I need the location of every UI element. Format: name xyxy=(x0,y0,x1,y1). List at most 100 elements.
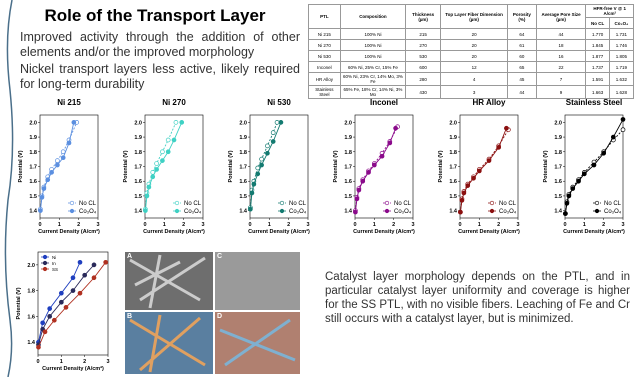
legend-label: No CL xyxy=(604,201,622,207)
y-tick-label: 1.8 xyxy=(134,150,142,156)
data-point xyxy=(55,159,59,163)
legend-label: In xyxy=(52,261,56,266)
legend-label: Co₃O₄ xyxy=(604,209,622,215)
table-header: HFR-free V @ 1 A/cm² xyxy=(586,5,634,18)
data-point xyxy=(41,321,45,325)
table-cell: 60% Ni, 23% Cr, 14% Mo, 3% Fe xyxy=(340,73,406,86)
data-point xyxy=(394,126,398,130)
legend-marker xyxy=(43,261,47,265)
x-axis-label: Current Density (A/cm²) xyxy=(353,228,415,235)
y-tick-label: 1.8 xyxy=(449,150,457,156)
x-tick-label: 2 xyxy=(287,222,290,228)
x-axis-label: Current Density (A/cm²) xyxy=(143,228,205,235)
y-tick-label: 2.0 xyxy=(344,120,352,126)
data-point xyxy=(472,176,476,180)
data-point xyxy=(466,184,470,188)
x-tick-label: 1 xyxy=(268,222,271,228)
micrographs xyxy=(125,252,300,374)
data-point xyxy=(611,135,615,139)
legend-marker xyxy=(70,201,74,205)
y-axis-label: Potential (V) xyxy=(228,150,234,182)
title: Role of the Transport Layer xyxy=(20,6,290,26)
y-tick-label: 2.0 xyxy=(239,120,247,126)
y-axis-label: Potential (V) xyxy=(123,150,129,182)
y-tick-label: 1.9 xyxy=(449,135,457,141)
bullet: Improved activity through the addition o… xyxy=(20,30,300,60)
x-tick-label: 2 xyxy=(83,359,86,365)
bullet: Nickel transport layers less active, lik… xyxy=(20,62,300,92)
table-cell: 1.719 xyxy=(609,62,633,73)
data-point xyxy=(487,159,491,163)
data-point xyxy=(571,187,575,191)
x-tick-label: 1 xyxy=(478,222,481,228)
image-label: B xyxy=(127,313,132,320)
y-axis-label: Potential (V) xyxy=(543,150,549,182)
legend-marker xyxy=(595,209,599,213)
data-point xyxy=(353,210,357,214)
data-point xyxy=(565,201,569,205)
chart: HR Alloy1.41.51.61.71.81.92.00123Current… xyxy=(438,98,520,235)
x-axis-label: Current Density (A/cm²) xyxy=(248,228,310,235)
chart: Ni 5301.41.51.61.71.81.92.00123Current D… xyxy=(228,98,310,235)
y-tick-label: 2.0 xyxy=(554,120,562,126)
data-point xyxy=(71,276,75,280)
data-point xyxy=(145,194,149,198)
y-tick-label: 1.7 xyxy=(239,165,247,171)
legend-label: Co₃O₄ xyxy=(289,209,307,215)
y-tick-label: 1.8 xyxy=(554,150,562,156)
data-point xyxy=(48,307,52,311)
data-point xyxy=(271,131,275,135)
y-tick-label: 2.0 xyxy=(449,120,457,126)
x-tick-label: 1 xyxy=(58,222,61,228)
table-cell: 1.663 xyxy=(586,86,609,99)
table-header: Composition xyxy=(340,5,406,29)
y-tick-label: 1.9 xyxy=(239,135,247,141)
data-point xyxy=(160,159,164,163)
data-point xyxy=(248,207,252,211)
y-tick-label: 1.9 xyxy=(29,135,37,141)
legend-marker xyxy=(385,209,389,213)
x-tick-label: 0 xyxy=(143,222,146,228)
y-tick-label: 1.4 xyxy=(29,209,38,215)
data-point xyxy=(602,151,606,155)
table-cell: 65% Fe, 18% Cr, 14% Ni, 3% Mo xyxy=(340,86,406,99)
data-point xyxy=(260,157,264,161)
legend-label: Co₃O₄ xyxy=(499,209,517,215)
y-tick-label: 1.5 xyxy=(29,194,37,200)
data-point xyxy=(252,182,256,186)
y-tick-label: 1.6 xyxy=(449,179,457,185)
legend-label: Co₃O₄ xyxy=(394,209,412,215)
data-point xyxy=(166,138,170,142)
legend-marker xyxy=(43,267,47,271)
data-point xyxy=(279,120,283,124)
data-point xyxy=(271,139,275,143)
border-curve xyxy=(5,0,12,377)
data-point xyxy=(64,305,68,309)
table-cell: 3 xyxy=(441,86,508,99)
table-header: Porosity (%) xyxy=(508,5,536,29)
legend-marker xyxy=(175,201,179,205)
x-tick-label: 0 xyxy=(36,359,39,365)
data-point xyxy=(567,194,571,198)
image-c xyxy=(215,252,300,310)
data-point xyxy=(592,163,596,167)
table-cell: 1.591 xyxy=(586,73,609,86)
data-point xyxy=(250,191,254,195)
data-point xyxy=(265,144,269,148)
legend-marker xyxy=(70,209,74,213)
table-cell: 9 xyxy=(536,86,586,99)
data-point xyxy=(621,117,625,121)
legend-label: SS xyxy=(52,267,58,272)
y-tick-label: 1.8 xyxy=(29,150,37,156)
data-point xyxy=(355,197,359,201)
y-tick-label: 1.4 xyxy=(27,340,36,346)
y-tick-label: 2.0 xyxy=(134,120,142,126)
paragraph: Catalyst layer morphology depends on the… xyxy=(325,270,630,326)
chart-title: Inconel xyxy=(370,98,398,107)
y-tick-label: 1.8 xyxy=(239,150,247,156)
y-axis-label: Potential (V) xyxy=(438,150,444,182)
legend-marker xyxy=(490,201,494,205)
legend-label: No CL xyxy=(499,201,517,207)
x-tick-label: 3 xyxy=(621,222,624,228)
table-cell: HR Alloy xyxy=(309,73,341,86)
